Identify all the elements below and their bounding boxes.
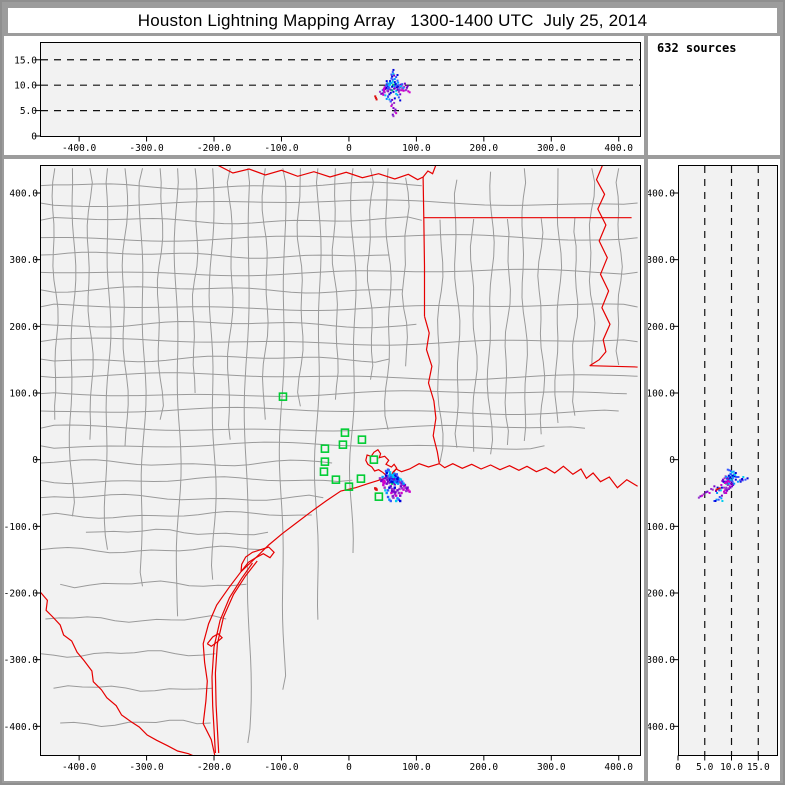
right-alt-tick-label: 15.0: [747, 762, 770, 773]
map-y-tick-label: -100.0: [4, 522, 38, 533]
top-lightning-points: [374, 68, 411, 118]
right-alt-tick-label: 0: [675, 762, 681, 773]
top-alt-tick-label: 10.0: [14, 81, 37, 92]
map-x-tick-label: -100.0: [264, 762, 299, 773]
map-y-tick-label: 200.0: [9, 322, 38, 333]
map-plot-area: [40, 165, 641, 756]
title-bar: Houston Lightning Mapping Array 1300-140…: [8, 8, 777, 33]
right-y-tick-label: 200.0: [648, 322, 675, 333]
top-x-tick-label: 100.0: [402, 143, 431, 154]
plan-view-map-panel: -400.0 -300.0 -200.0 -100.0 0 100.0 200.0 300.0…: [4, 159, 644, 781]
map-y-tick-label: 300.0: [9, 255, 38, 266]
map-y-tick-label: 400.0: [9, 189, 38, 200]
plan-view-map-plot: -400.0 -300.0 -200.0 -100.0 0 100.0 200.0 300.0…: [4, 159, 644, 781]
top-x-tick-label: -400.0: [62, 143, 97, 154]
map-lightning-points: [374, 468, 411, 503]
right-y-tick-label: 100.0: [648, 389, 675, 400]
altitude-vs-north-panel: 0 5.0 10.0 15.0 400.0 300.0 200.0 100.0 0 -100.0 -…: [648, 159, 780, 781]
altitude-vs-north-plot: 0 5.0 10.0 15.0 400.0 300.0 200.0 100.0 0 -100.0 -…: [648, 159, 780, 781]
right-y-tick-label: -200.0: [648, 589, 675, 600]
top-plot-area: [40, 42, 641, 137]
right-lightning-points: [697, 468, 749, 502]
map-x-tick-label: 200.0: [470, 762, 499, 773]
map-y-tick-label: 100.0: [9, 389, 38, 400]
right-alt-tick-label: 5.0: [696, 762, 713, 773]
top-alt-tick-label: 15.0: [14, 55, 37, 66]
source-count-label: 632 sources: [657, 41, 737, 55]
county-boundaries-layer: [41, 168, 638, 744]
top-x-tick-label: 400.0: [604, 143, 633, 154]
right-y-tick-label: -400.0: [648, 722, 675, 733]
top-x-tick-label: -200.0: [197, 143, 232, 154]
lma-stations-layer: [278, 392, 384, 501]
altitude-vs-east-plot: -400.0 -300.0 -200.0 -100.0 0 100.0 200.0 300.0…: [4, 36, 644, 155]
top-x-tick-label: -300.0: [129, 143, 164, 154]
altitude-vs-east-panel: -400.0 -300.0 -200.0 -100.0 0 100.0 200.0 300.0…: [4, 36, 644, 155]
map-x-tick-label: 400.0: [604, 762, 633, 773]
map-y-tick-label: 0: [32, 455, 38, 466]
top-x-tick-label: 300.0: [537, 143, 566, 154]
top-x-tick-label: -100.0: [264, 143, 299, 154]
right-plot-area: [678, 165, 778, 756]
map-x-tick-label: -300.0: [129, 762, 164, 773]
map-x-tick-label: -400.0: [62, 762, 97, 773]
top-x-tick-label: 200.0: [470, 143, 499, 154]
top-alt-tick-label: 0: [31, 132, 37, 143]
map-x-tick-label: -200.0: [197, 762, 232, 773]
map-y-tick-label: -400.0: [4, 722, 38, 733]
map-x-tick-label: 100.0: [402, 762, 431, 773]
right-y-tick-label: 0: [669, 455, 675, 466]
top-x-tick-label: 0: [346, 143, 352, 154]
map-y-tick-label: -300.0: [4, 655, 38, 666]
state-borders-coastline-layer: [41, 166, 638, 755]
right-y-tick-label: 300.0: [648, 255, 675, 266]
map-x-tick-label: 300.0: [537, 762, 566, 773]
map-x-tick-label: 0: [346, 762, 352, 773]
map-y-tick-label: -200.0: [4, 589, 38, 600]
right-y-tick-label: 400.0: [648, 189, 675, 200]
right-y-tick-label: -300.0: [648, 655, 675, 666]
right-alt-tick-label: 10.0: [720, 762, 743, 773]
top-alt-tick-label: 5.0: [20, 106, 37, 117]
source-count-panel: 632 sources: [648, 36, 780, 155]
page-title: Houston Lightning Mapping Array 1300-140…: [137, 10, 648, 30]
right-y-tick-label: -100.0: [648, 522, 675, 533]
